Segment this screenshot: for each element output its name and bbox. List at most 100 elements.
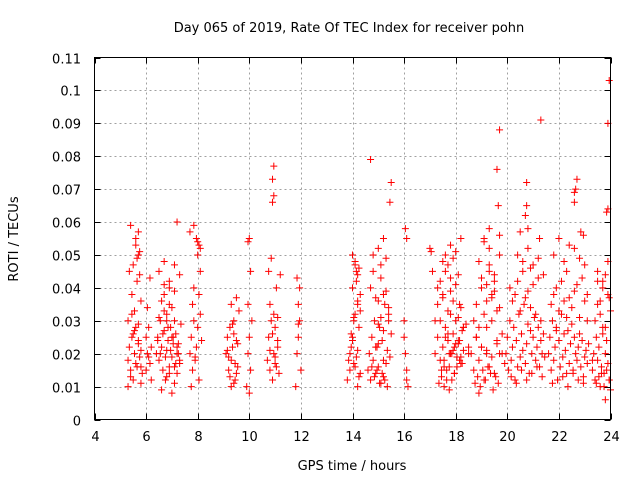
data-point <box>356 369 364 377</box>
data-point <box>601 323 609 331</box>
data-point <box>293 350 301 358</box>
data-point <box>568 304 576 312</box>
data-point <box>532 356 540 364</box>
data-point <box>187 333 195 341</box>
data-point <box>537 317 545 325</box>
data-point <box>454 313 462 321</box>
data-point <box>450 343 458 351</box>
y-tick-label: 0.01 <box>52 382 81 397</box>
data-point <box>493 340 501 348</box>
data-point <box>557 277 565 285</box>
data-point <box>536 235 544 242</box>
data-point <box>381 376 389 384</box>
data-point <box>438 373 446 381</box>
data-point <box>195 376 203 384</box>
data-point <box>457 235 465 242</box>
data-point <box>168 353 176 361</box>
data-point <box>226 373 234 381</box>
data-point <box>294 320 302 328</box>
data-point <box>519 258 527 266</box>
data-point <box>367 376 375 384</box>
data-point <box>382 254 390 262</box>
data-point <box>128 310 136 318</box>
data-point <box>343 376 351 384</box>
data-point <box>582 346 590 354</box>
data-point <box>484 363 492 371</box>
data-point <box>441 323 449 331</box>
data-point <box>164 323 172 331</box>
data-point <box>194 238 202 246</box>
data-point <box>244 238 252 246</box>
data-point <box>127 221 135 229</box>
data-point <box>552 327 560 335</box>
data-point <box>485 261 493 269</box>
data-point <box>225 353 233 361</box>
data-point <box>563 313 571 321</box>
scatter-points <box>124 77 614 404</box>
data-point <box>488 353 496 361</box>
data-point <box>570 244 578 252</box>
data-point <box>244 300 252 308</box>
data-point <box>160 258 168 266</box>
data-point <box>581 261 589 269</box>
data-point <box>374 340 382 348</box>
data-point <box>196 267 204 275</box>
data-point <box>130 350 138 358</box>
data-point <box>485 267 493 275</box>
data-point <box>127 366 135 374</box>
data-point <box>143 350 151 358</box>
data-point <box>579 373 587 381</box>
data-point <box>146 360 154 368</box>
data-point <box>456 337 464 345</box>
data-point <box>194 323 202 331</box>
data-point <box>195 290 203 298</box>
data-point <box>143 304 151 312</box>
data-point <box>186 228 194 236</box>
data-point <box>447 274 455 282</box>
data-point <box>436 356 444 364</box>
data-point <box>583 290 591 298</box>
data-point <box>454 271 462 279</box>
data-point <box>382 287 390 295</box>
data-point <box>524 225 532 233</box>
data-point <box>292 383 300 391</box>
data-point <box>444 307 452 315</box>
data-point <box>445 386 453 394</box>
data-point <box>570 198 578 206</box>
data-point <box>534 274 542 282</box>
data-point <box>524 287 532 295</box>
data-point <box>600 383 608 391</box>
data-point <box>271 360 279 368</box>
data-point <box>467 350 475 358</box>
data-point <box>369 356 377 364</box>
data-point <box>130 327 138 335</box>
data-point <box>346 350 354 358</box>
data-point <box>481 376 489 384</box>
data-point <box>496 251 504 259</box>
data-point <box>545 350 553 358</box>
y-tick-labels: 0 0.01 0.02 0.03 0.04 0.05 0.06 0.07 0.08 0.09 0.1… <box>52 53 81 430</box>
data-point <box>267 317 275 325</box>
data-point <box>550 251 558 259</box>
data-point <box>527 304 535 312</box>
data-point <box>163 310 171 318</box>
data-point <box>160 281 168 289</box>
x-tick-label: 18 <box>448 430 465 445</box>
data-point <box>434 300 442 308</box>
data-point <box>554 376 562 384</box>
y-tick-label: 0.04 <box>52 283 81 298</box>
data-point <box>574 343 582 351</box>
data-point <box>496 126 504 134</box>
data-point <box>269 198 277 206</box>
data-point <box>449 297 457 305</box>
data-point <box>158 386 166 394</box>
data-point <box>160 327 168 335</box>
data-point <box>189 366 197 374</box>
data-point <box>490 271 498 279</box>
data-point <box>386 353 394 361</box>
data-point <box>603 366 611 374</box>
data-point <box>377 261 385 269</box>
x-tick-label: 10 <box>241 430 258 445</box>
data-point <box>369 267 377 275</box>
data-point <box>489 386 497 394</box>
